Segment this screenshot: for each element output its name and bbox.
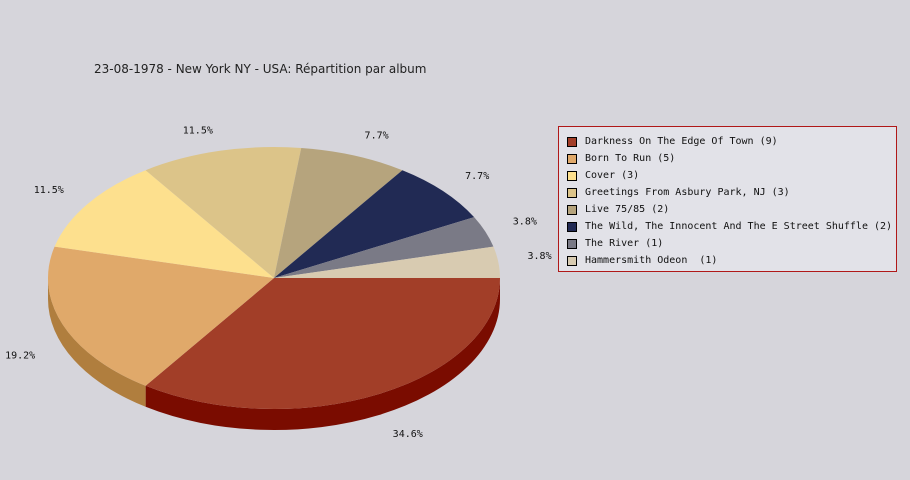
legend-item: Live 75/85 (2) [559,201,896,218]
pie-slice-the-wild-the-innocent-and-the-e-street-shuffle [274,170,475,278]
pie-slice-born-to-run [48,246,275,386]
legend-item: Greetings From Asbury Park, NJ (3) [559,184,896,201]
legend-label: The Wild, The Innocent And The E Street … [585,221,893,232]
legend-label: The River (1) [585,238,664,249]
slice-percent-label: 11.5% [183,125,213,136]
pie-slice-greetings-from-asbury-park-nj [145,147,302,278]
legend-swatch [567,204,577,215]
pie-slice-hammersmith-odeon [274,246,500,278]
slice-percent-label: 7.7% [465,171,489,182]
pie-slice-live-75-85 [274,147,403,278]
legend-label: Greetings From Asbury Park, NJ (3) [585,187,790,198]
legend-label: Cover (3) [585,170,640,181]
legend-swatch [567,136,577,147]
legend-swatch [567,255,577,266]
slice-percent-label: 3.8% [528,251,552,262]
legend-item: The Wild, The Innocent And The E Street … [559,218,896,235]
slice-percent-label: 34.6% [393,429,423,440]
legend-label: Born To Run (5) [585,153,676,164]
legend: Darkness On The Edge Of Town (9) Born To… [558,126,897,272]
legend-item: The River (1) [559,235,896,252]
slice-percent-label: 7.7% [365,131,389,142]
legend-item: Hammersmith Odeon (1) [559,252,896,269]
legend-item: Cover (3) [559,167,896,184]
slice-percent-label: 19.2% [5,350,35,361]
legend-item: Darkness On The Edge Of Town (9) [559,133,896,150]
legend-label: Live 75/85 (2) [585,204,670,215]
legend-label: Darkness On The Edge Of Town (9) [585,136,778,147]
legend-item: Born To Run (5) [559,150,896,167]
pie-slice-darkness-on-the-edge-of-town [145,278,500,410]
legend-swatch [567,170,577,181]
pie-side-born-to-run [48,278,146,407]
legend-swatch [567,187,577,198]
legend-swatch [567,153,577,164]
pie-side-darkness-on-the-edge-of-town [145,278,500,430]
chart-title: 23-08-1978 - New York NY - USA: Répartit… [94,62,427,76]
slice-percent-label: 3.8% [513,217,537,228]
legend-label: Hammersmith Odeon (1) [585,255,718,266]
pie-slice-cover [54,170,274,278]
legend-swatch [567,238,577,249]
pie-slice-the-river [274,217,494,278]
legend-swatch [567,221,577,232]
slice-percent-label: 11.5% [34,185,64,196]
